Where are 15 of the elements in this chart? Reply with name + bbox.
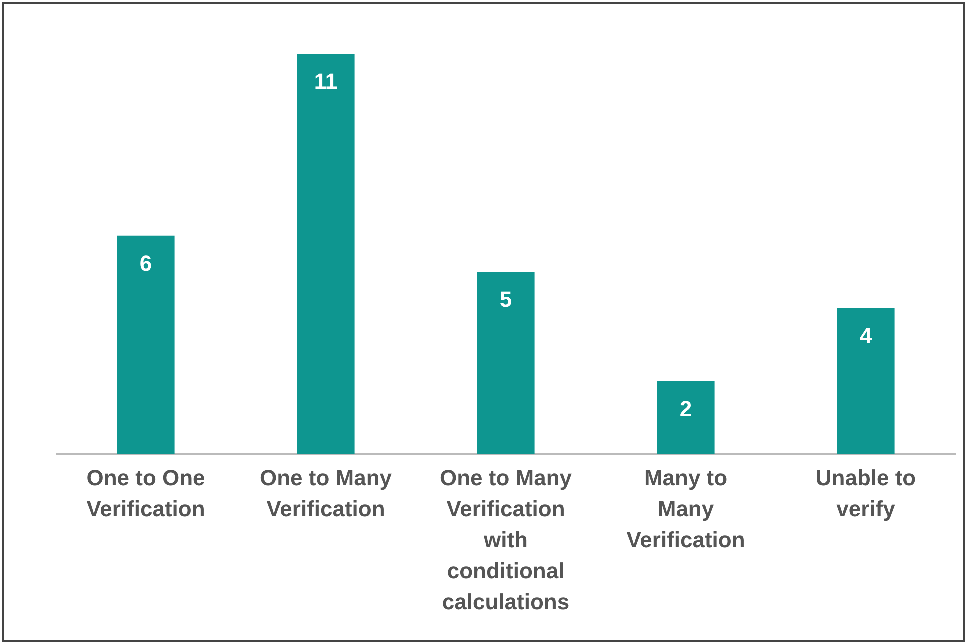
bar <box>657 381 715 454</box>
x-tick-label: Many to Many Verification <box>626 466 746 552</box>
data-label: 4 <box>860 324 873 349</box>
data-label: 5 <box>500 287 512 312</box>
x-tick-label: One to One Verification <box>86 466 206 522</box>
data-label: 11 <box>314 69 338 94</box>
bar <box>477 272 535 454</box>
x-tick-label: Unable to verify <box>816 466 916 522</box>
data-label: 2 <box>680 396 692 422</box>
bar <box>117 236 175 454</box>
bar <box>837 308 895 454</box>
data-label: 6 <box>140 250 152 276</box>
bar <box>297 54 355 454</box>
x-tick-label: One to Many Verification <box>260 466 393 522</box>
x-tick-label: One to Many Verification with conditional calculations <box>440 466 573 614</box>
